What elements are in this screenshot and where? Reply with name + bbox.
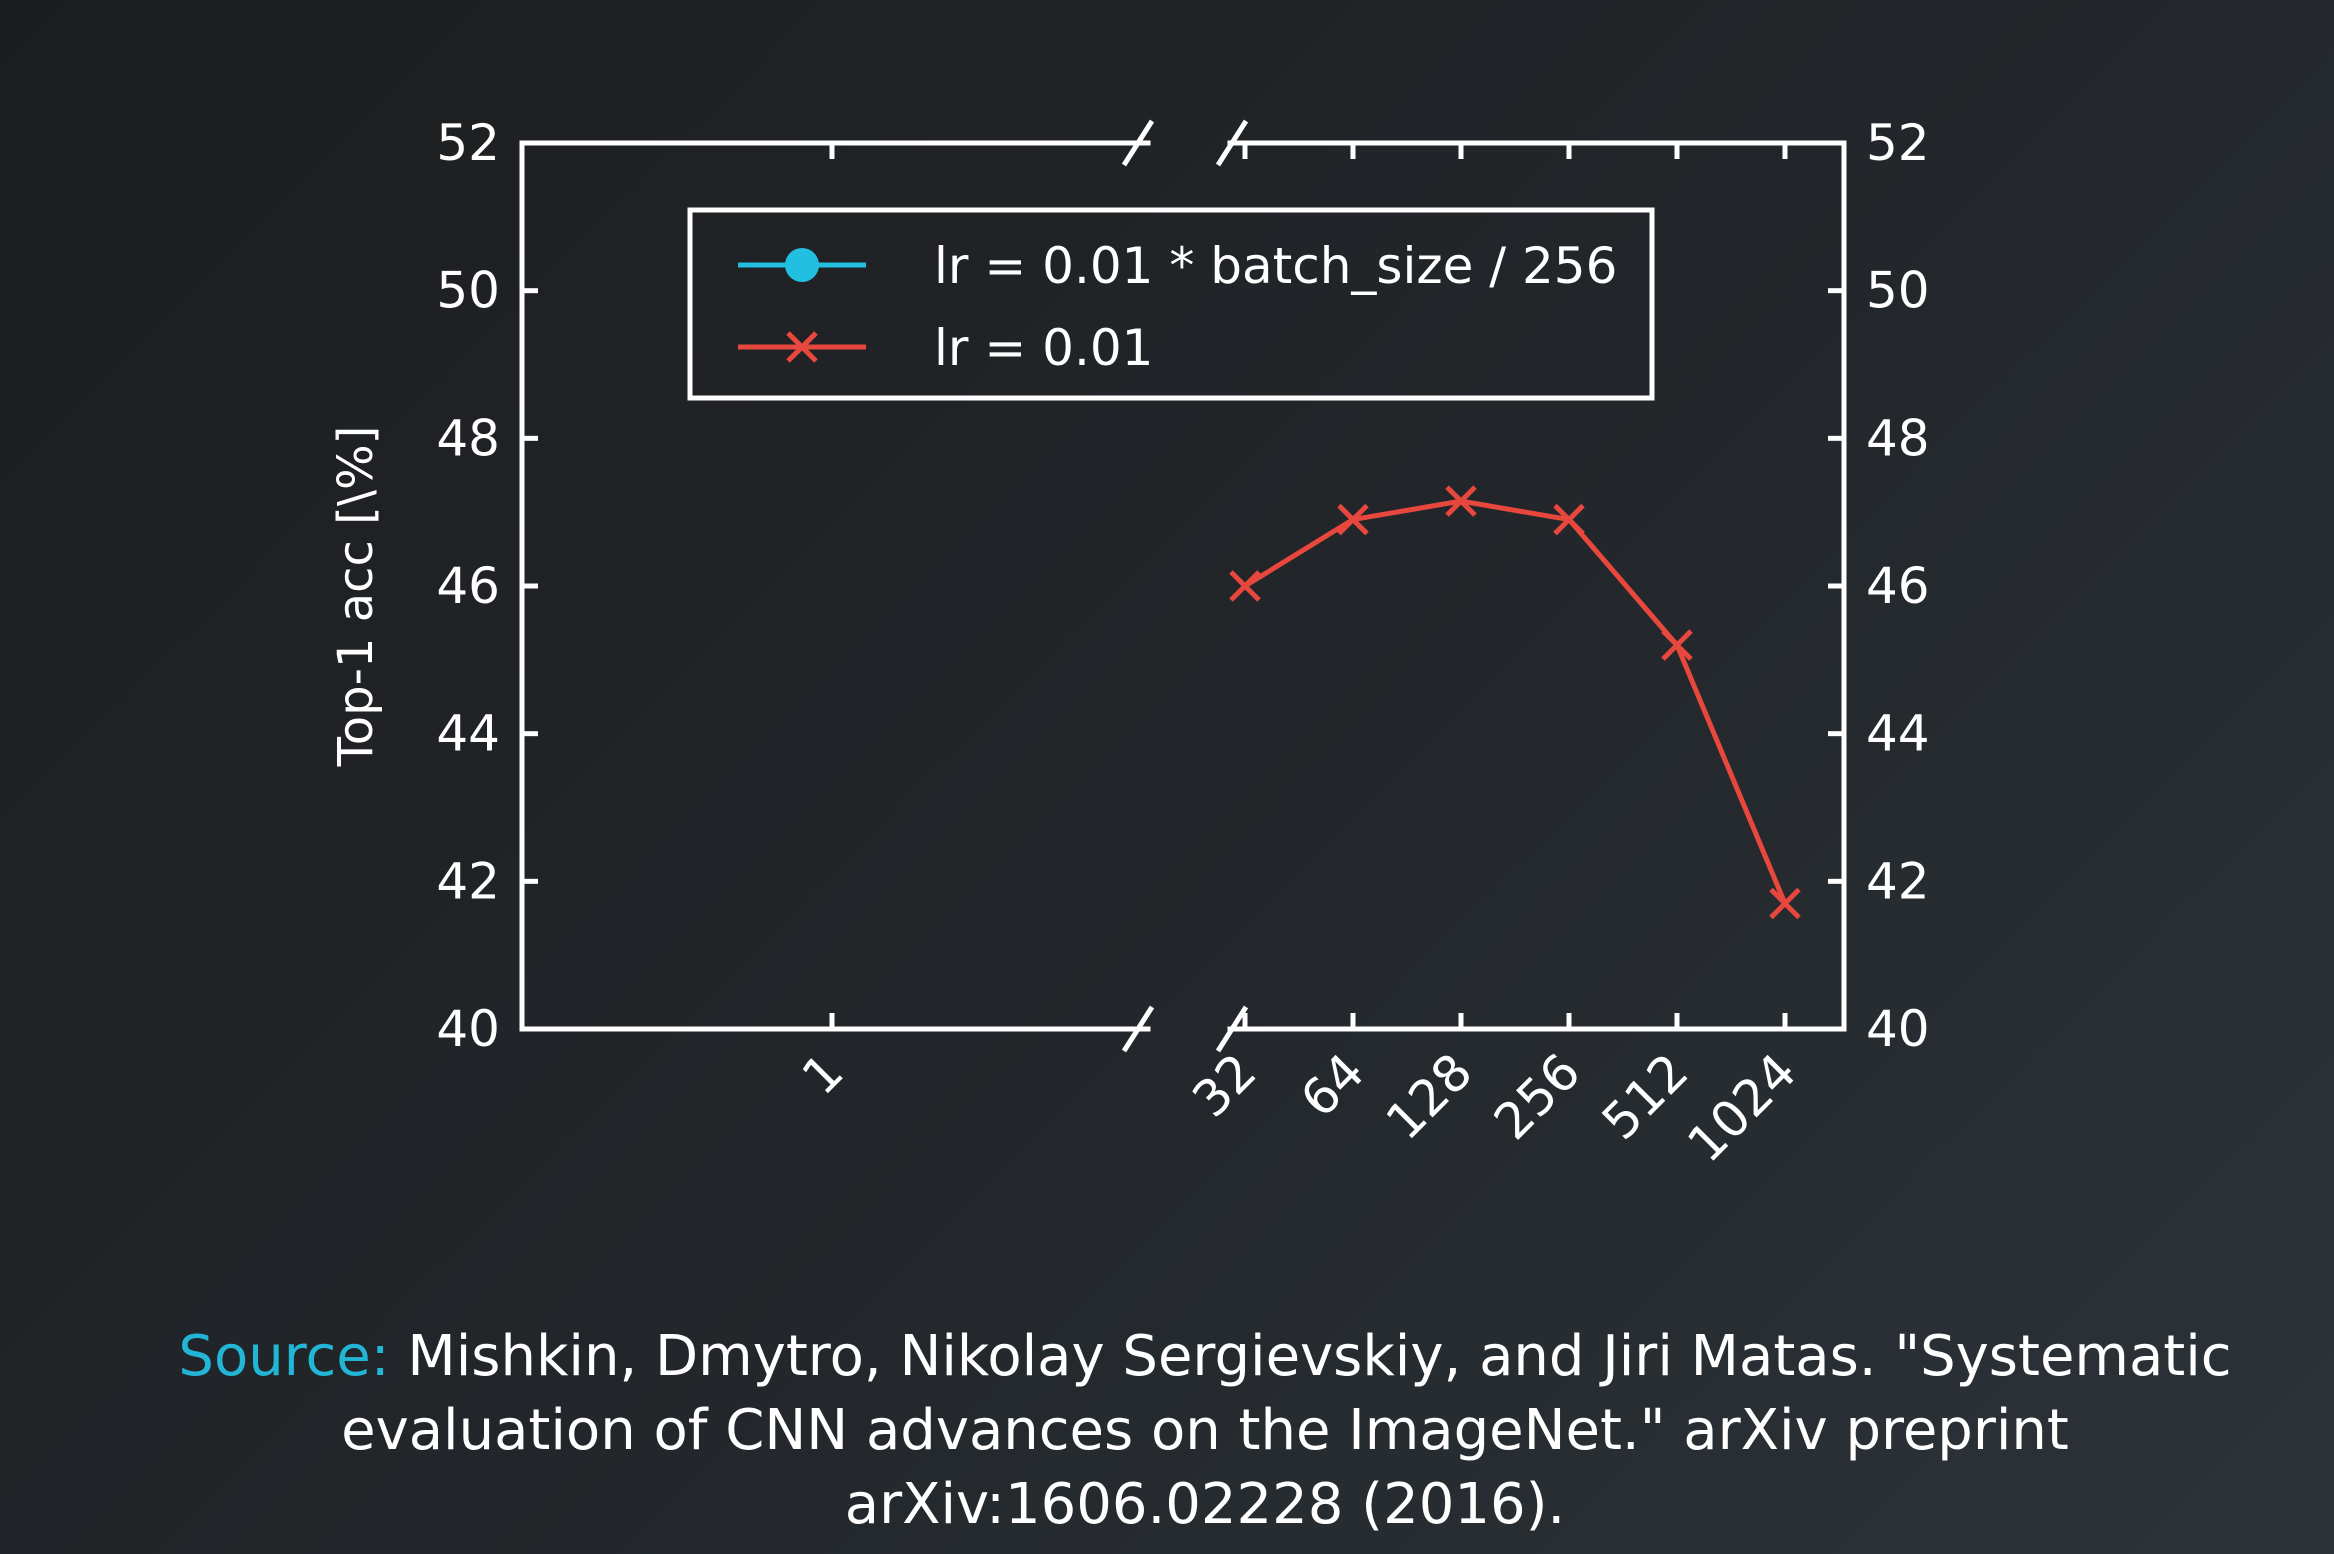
marker-stroke bbox=[1553, 503, 1585, 536]
x-tick-label: 256 bbox=[1483, 1042, 1591, 1150]
y-tick-label: 44 bbox=[436, 705, 500, 763]
legend-marker-sample bbox=[786, 331, 818, 363]
x-tick-label: 128 bbox=[1375, 1042, 1483, 1150]
y-tick-label: 50 bbox=[436, 262, 500, 320]
right-y-tick-label: 50 bbox=[1866, 262, 1930, 320]
y-axis-label: Top-1 acc [\%] bbox=[328, 426, 384, 768]
right-y-tick-label: 42 bbox=[1866, 852, 1930, 910]
right-y-tick-label: 48 bbox=[1866, 409, 1930, 467]
legend-label: lr = 0.01 bbox=[934, 319, 1153, 377]
source-citation: Source: Mishkin, Dmytro, Nikolay Sergiev… bbox=[160, 1320, 2250, 1542]
source-text: Mishkin, Dmytro, Nikolay Sergievskiy, an… bbox=[341, 1324, 2232, 1537]
y-tick-label: 52 bbox=[436, 114, 500, 172]
series-layer bbox=[1229, 485, 1801, 920]
y-tick-label: 48 bbox=[436, 409, 500, 467]
y-tick-label: 40 bbox=[436, 1000, 500, 1058]
x-tick-label: 64 bbox=[1289, 1042, 1375, 1128]
x-tick-label: 32 bbox=[1181, 1042, 1267, 1128]
y-axis: 40 42 44 46 48 50 52 40 42 44 46 48 50 52 bbox=[436, 114, 1929, 1058]
axis-break-mark bbox=[1121, 1005, 1155, 1053]
right-y-tick-label: 52 bbox=[1866, 114, 1930, 172]
axis-break-mark bbox=[1215, 1005, 1249, 1053]
y-tick-label: 42 bbox=[436, 852, 500, 910]
y-tick-label: 46 bbox=[436, 557, 500, 615]
axis-break-mark bbox=[1121, 119, 1155, 167]
axis-break-mark bbox=[1215, 119, 1249, 167]
data-point-marker bbox=[1769, 887, 1801, 920]
marker-stroke bbox=[1229, 570, 1261, 602]
data-point-marker bbox=[1337, 503, 1369, 536]
right-y-tick-label: 40 bbox=[1866, 1000, 1930, 1058]
data-point-marker bbox=[1553, 503, 1585, 536]
chart: 40 42 44 46 48 50 52 40 42 44 46 48 50 52 1 32 64 128 256… bbox=[328, 114, 1929, 1173]
legend-box bbox=[687, 207, 1655, 401]
source-prefix: Source: bbox=[178, 1324, 390, 1389]
marker-stroke bbox=[1337, 503, 1369, 536]
marker-stroke bbox=[1445, 485, 1477, 517]
x-tick-label: 1024 bbox=[1676, 1042, 1807, 1173]
marker-stroke bbox=[1769, 887, 1801, 920]
legend-label: lr = 0.01 * batch_size / 256 bbox=[934, 237, 1617, 295]
legend: lr = 0.01 * batch_size / 256 lr = 0.01 bbox=[687, 207, 1655, 401]
data-point-marker bbox=[1661, 629, 1693, 661]
marker-stroke bbox=[1661, 629, 1693, 661]
right-y-tick-label: 46 bbox=[1866, 557, 1930, 615]
data-point-marker bbox=[1445, 485, 1477, 517]
chart-svg: 40 42 44 46 48 50 52 40 42 44 46 48 50 52 1 32 64 128 256… bbox=[328, 114, 1929, 1173]
legend-marker-sample bbox=[785, 248, 819, 282]
right-y-tick-label: 44 bbox=[1866, 705, 1930, 763]
series-line bbox=[1243, 498, 1788, 905]
x-tick-label: 1 bbox=[791, 1042, 855, 1106]
data-point-marker bbox=[1229, 570, 1261, 602]
